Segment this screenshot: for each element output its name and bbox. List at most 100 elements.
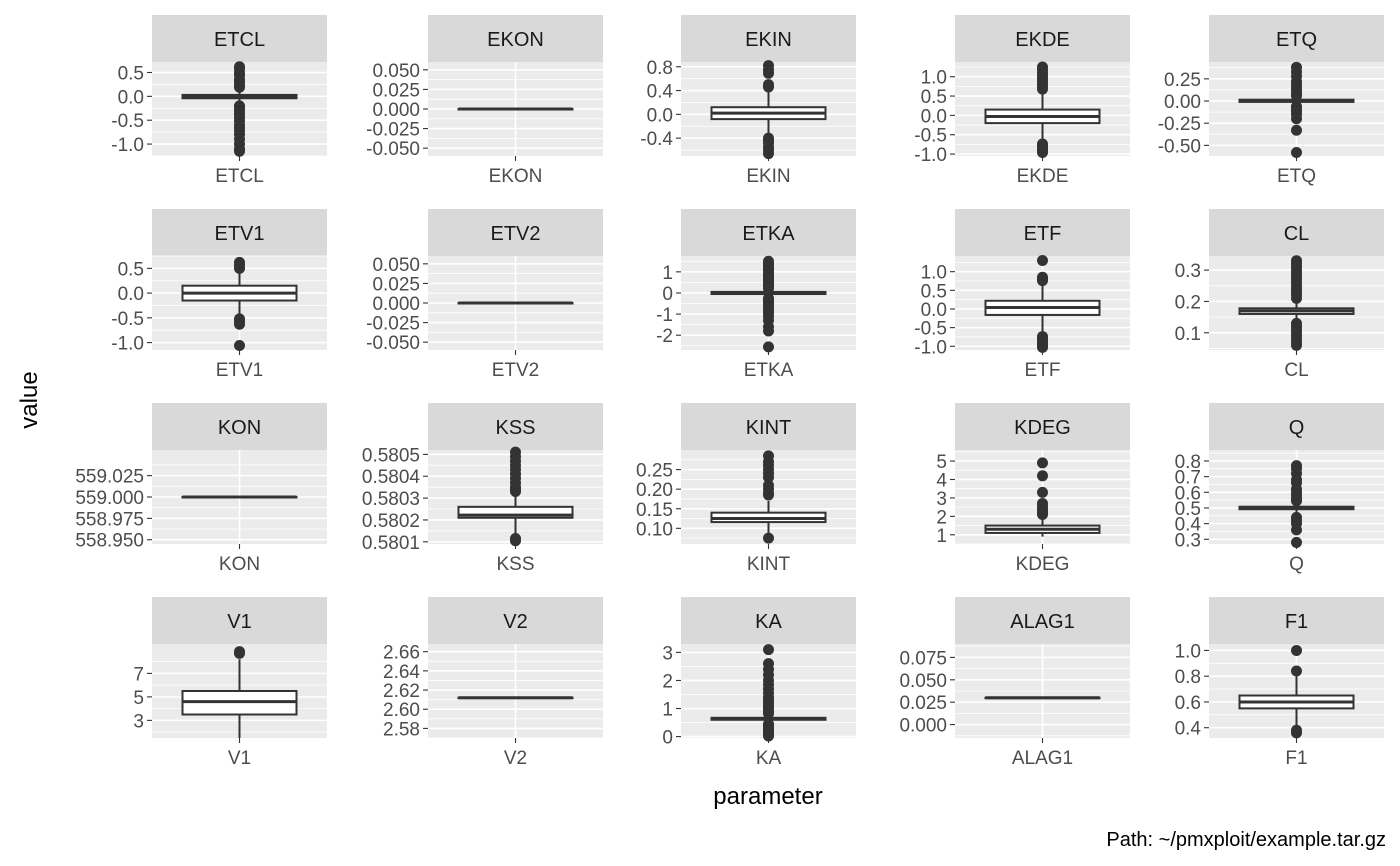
facet-strip-label: EKDE xyxy=(1015,29,1069,51)
x-tick-label: ETF xyxy=(1025,360,1061,381)
outlier-point xyxy=(763,325,774,337)
outlier-point xyxy=(763,81,774,93)
y-tick-label: 0.4 xyxy=(647,82,674,103)
facet-strip-label: CL xyxy=(1284,223,1310,245)
outlier-point xyxy=(1291,727,1302,739)
x-tick-label: KSS xyxy=(496,554,534,575)
facet-kint: KINT 0.250.200.150.10 KINT xyxy=(636,403,856,575)
x-tick-label: KA xyxy=(756,748,782,769)
y-tick-label: -1 xyxy=(656,305,673,326)
y-tick-label: 0.1 xyxy=(1175,324,1201,345)
y-tick-label: 0.25 xyxy=(636,461,673,482)
y-tick-label: 0.10 xyxy=(636,519,673,540)
facet-etf: ETF 1.00.50.0-0.5-1.0 ETF xyxy=(914,209,1130,381)
outlier-point xyxy=(1291,339,1302,351)
facet-etka: ETKA 10-1-2 ETKA xyxy=(656,209,856,381)
facet-strip-label: EKIN xyxy=(745,29,792,51)
facet-strip xyxy=(428,403,603,450)
facet-strip-label: KSS xyxy=(495,417,535,439)
y-tick-label: 3 xyxy=(936,489,947,510)
y-tick-label: 0.5 xyxy=(118,63,144,84)
y-tick-label: 0.050 xyxy=(372,255,420,276)
x-tick-label: ETCL xyxy=(215,166,264,187)
facet-f1: F1 1.0 0.8 0.6 0.4 F1 xyxy=(1175,597,1384,769)
facet-strip xyxy=(428,15,603,62)
y-tick-label: 3 xyxy=(662,643,673,664)
facet-strip xyxy=(152,403,327,450)
y-tick-label: -1.0 xyxy=(914,337,947,358)
facet-v1: V1 7 53 V1 xyxy=(133,597,327,769)
outlier-point xyxy=(763,67,774,79)
y-tick-label: 0.5804 xyxy=(362,467,421,488)
outlier-point xyxy=(1037,341,1048,353)
y-tick-label: 1 xyxy=(936,526,947,547)
facet-strip-label: ALAG1 xyxy=(1010,611,1074,633)
outlier-point xyxy=(234,646,245,658)
outlier-point xyxy=(234,145,245,157)
y-tick-label: 0.5805 xyxy=(362,445,420,466)
y-tick-label: 0.0 xyxy=(118,87,144,108)
outlier-point xyxy=(1291,124,1302,136)
outlier-point xyxy=(1037,147,1048,159)
y-tick-label: -2 xyxy=(656,326,673,347)
x-tick-label: ETV2 xyxy=(492,360,540,381)
y-tick-label: 1.0 xyxy=(921,68,947,89)
y-tick-label: 0.5801 xyxy=(362,533,420,554)
y-tick-label: 2 xyxy=(936,507,947,528)
y-tick-label: 559.025 xyxy=(75,467,144,488)
facet-strip-label: KON xyxy=(218,417,261,439)
facet-ekin: EKIN 0.8 0.40.0 -0.4 EKIN xyxy=(640,15,856,187)
facet-strip-label: ETV2 xyxy=(490,223,540,245)
y-tick-label: -1.0 xyxy=(111,135,144,156)
y-tick-label: 1 xyxy=(662,263,673,284)
y-tick-label: 0.00 xyxy=(1164,92,1201,113)
outlier-point xyxy=(1291,665,1302,677)
facet-panels: ETCL0.50.0-0.5-1.0ETCLEKON0.0500.0250.00… xyxy=(75,15,1384,769)
y-tick-label: 0.25 xyxy=(1164,70,1201,91)
y-tick-label: 0.20 xyxy=(636,480,673,501)
facet-strip xyxy=(1209,403,1384,450)
outlier-point xyxy=(1291,113,1302,125)
y-tick-label: 4 xyxy=(936,470,947,491)
y-tick-label: -0.050 xyxy=(366,139,420,160)
y-tick-label: 0.025 xyxy=(372,274,420,295)
y-tick-label: 2 xyxy=(662,671,673,692)
y-tick-label: 0 xyxy=(662,728,673,749)
y-tick-label: 0.5802 xyxy=(362,511,420,532)
outlier-point xyxy=(234,340,245,352)
y-tick-label: 0.075 xyxy=(899,648,947,669)
facet-etv1: ETV1 0.5 0.0 -0.5 -1.0 ETV1 xyxy=(111,209,327,381)
facet-strip xyxy=(428,597,603,644)
outlier-point xyxy=(234,318,245,330)
facet-strip-label: F1 xyxy=(1285,611,1308,633)
facet-strip xyxy=(1209,209,1384,256)
outlier-point xyxy=(1037,457,1048,469)
x-tick-label: KDEG xyxy=(1016,554,1070,575)
facet-strip-label: ETCL xyxy=(214,29,265,51)
facet-strip xyxy=(681,15,856,62)
x-tick-label: ALAG1 xyxy=(1012,748,1073,769)
outlier-point xyxy=(1291,146,1302,158)
y-tick-label: 559.000 xyxy=(75,488,144,509)
x-tick-label: EKIN xyxy=(746,166,790,187)
facet-etq: ETQ 0.250.00-0.25-0.50 ETQ xyxy=(1158,15,1384,187)
facet-ka: KA 3 2 1 0 KA xyxy=(662,597,856,769)
facet-etcl: ETCL 0.5 0.0 -0.5 -1.0 ETCL xyxy=(111,15,327,187)
facet-strip-label: KA xyxy=(755,611,782,633)
y-tick-label: -0.25 xyxy=(1158,114,1201,135)
x-axis-title: parameter xyxy=(713,783,822,810)
y-tick-label: 0.0 xyxy=(921,300,947,321)
outlier-point xyxy=(234,262,245,274)
y-tick-label: 1.0 xyxy=(921,263,947,284)
facet-ekde: EKDE 1.00.50.0-0.5-1.0 EKDE xyxy=(914,15,1130,187)
outlier-point xyxy=(234,81,245,93)
facet-v2: V2 2.662.642.622.602.58 V2 xyxy=(383,597,603,769)
x-tick-label: EKON xyxy=(489,166,543,187)
y-tick-label: 0.025 xyxy=(899,693,947,714)
y-tick-label: -0.5 xyxy=(914,126,947,147)
y-tick-label: 0.15 xyxy=(636,500,673,521)
x-tick-label: KON xyxy=(219,554,260,575)
